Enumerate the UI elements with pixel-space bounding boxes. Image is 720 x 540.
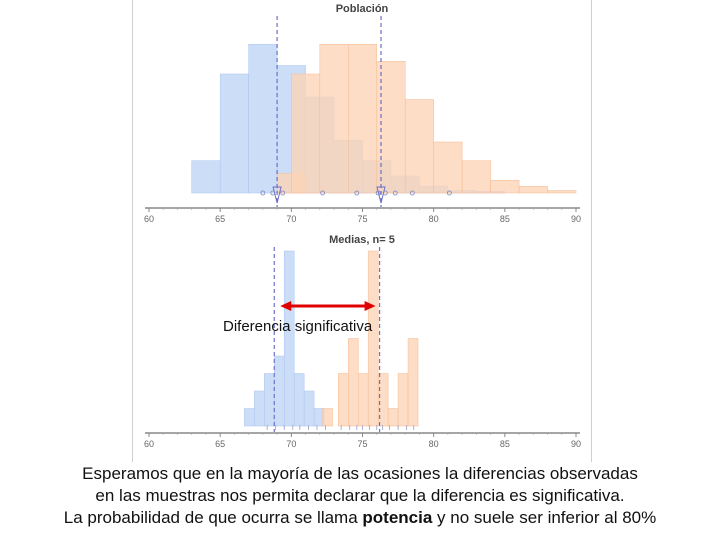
caption-line-2: en las muestras nos permita declarar que… <box>95 486 625 505</box>
blue-bar <box>283 250 295 427</box>
orange-bar <box>433 141 463 194</box>
blue-bar <box>244 408 255 427</box>
blue-bar <box>219 73 249 194</box>
blue-bar <box>254 390 265 427</box>
x-tick-label: 65 <box>215 439 225 449</box>
blue-bar <box>303 390 315 427</box>
orange-bar <box>338 373 349 427</box>
orange-bar <box>397 373 409 427</box>
x-tick-label: 85 <box>500 439 510 449</box>
orange-bar <box>518 185 548 194</box>
orange-bar <box>322 408 333 427</box>
orange-bar <box>407 338 419 427</box>
caption-line-3-start: La probabilidad de que ocurra se llama <box>63 508 363 527</box>
x-tick-label: 70 <box>286 214 296 224</box>
figure: 60 65 70 75 80 85 90 Población 60 65 70 75 80 85 90 Med… <box>132 0 592 462</box>
x-tick-label: 80 <box>429 214 439 224</box>
x-tick-label: 75 <box>357 214 367 224</box>
blue-bar <box>248 44 278 194</box>
sample-point <box>375 190 381 196</box>
caption-line-1: Esperamos que en la mayoría de las ocasi… <box>82 464 638 483</box>
orange-bar <box>490 180 520 194</box>
orange-bar <box>404 99 434 194</box>
sample-point <box>446 190 452 196</box>
panel-title: Población <box>336 3 389 15</box>
sample-point <box>280 190 286 196</box>
mean-marker <box>272 186 282 204</box>
x-tick-label: 65 <box>215 214 225 224</box>
orange-bar <box>348 338 359 427</box>
blue-bar <box>293 373 305 427</box>
orange-bar <box>461 160 491 194</box>
x-tick-label: 85 <box>500 214 510 224</box>
caption-line-3: La probabilidad de que ocurra se llama p… <box>0 507 720 529</box>
sample-point <box>354 190 360 196</box>
figure-frame <box>132 0 592 462</box>
x-tick-label: 90 <box>571 439 581 449</box>
x-tick-label: 60 <box>144 214 154 224</box>
orange-bar <box>357 373 369 427</box>
orange-bar <box>348 44 377 194</box>
orange-bar <box>291 73 321 194</box>
difference-arrowhead-left <box>280 301 292 311</box>
x-tick-label: 70 <box>286 439 296 449</box>
orange-bar <box>547 190 577 194</box>
orange-bar <box>387 408 399 427</box>
blue-bar <box>264 373 275 427</box>
sample-point <box>320 190 326 196</box>
x-tick-label: 90 <box>571 214 581 224</box>
caption-keyword-potencia: potencia <box>362 508 433 527</box>
sample-point <box>392 190 398 196</box>
sample-point <box>270 190 276 196</box>
x-tick-label: 75 <box>357 439 367 449</box>
x-tick-label: 80 <box>429 439 439 449</box>
panel-title: Medias, n= 5 <box>329 234 395 246</box>
blue-bar <box>191 160 221 194</box>
orange-bar <box>319 44 349 194</box>
orange-bar <box>377 373 389 427</box>
sample-point <box>260 190 266 196</box>
blue-bar <box>274 355 285 427</box>
histogram-chart: 60 65 70 75 80 85 90 Población 60 65 70 75 80 85 90 Med… <box>144 3 581 449</box>
x-tick-label: 60 <box>144 439 154 449</box>
caption: Esperamos que en la mayoría de las ocasi… <box>0 463 720 529</box>
difference-arrowhead-right <box>364 301 376 311</box>
sample-point <box>409 190 415 196</box>
sample-point <box>382 190 388 196</box>
orange-bar <box>367 250 379 427</box>
caption-line-3-end: y no suele ser inferior al 80% <box>432 508 657 527</box>
significance-annotation: Diferencia significativa <box>223 318 373 335</box>
